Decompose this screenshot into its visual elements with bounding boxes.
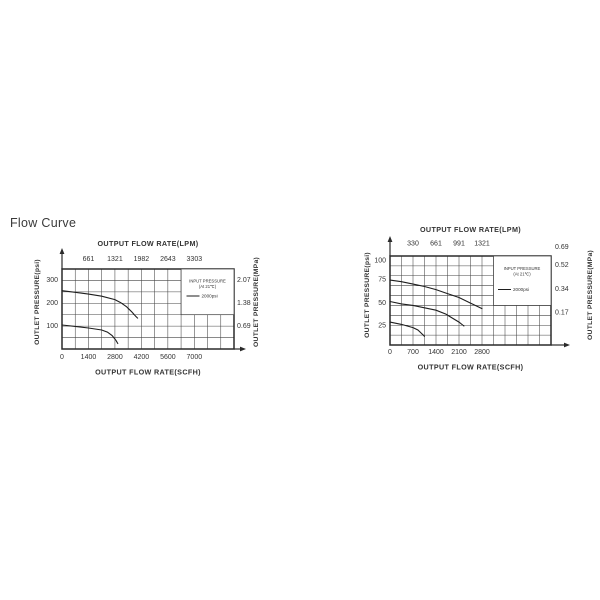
flow-curve-series: [61, 290, 139, 319]
x-axis-title: OUTPUT FLOW RATE(SCFH): [95, 368, 201, 377]
y-tick-label-psi: 300: [46, 277, 58, 284]
x-tick-label: 700: [407, 349, 419, 356]
low-pressure-flow-curve: OUTPUT FLOW RATE(LPM)330 661 991 1321 0 700 14…: [364, 225, 594, 372]
y-tick-label-psi: 75: [378, 276, 386, 283]
top-tick-label: 661: [430, 241, 442, 248]
y-axis-title-left: OUTLET PRESSURE(psi): [364, 252, 371, 338]
y-tick-label-psi: 25: [378, 322, 386, 329]
y-tick-label-psi: 200: [46, 300, 58, 307]
flow-curve-series: [389, 321, 426, 337]
y-tick-label-mpa: 0.34: [555, 286, 569, 293]
x-tick-label: 1400: [81, 354, 97, 361]
x-tick-label: 0: [388, 349, 392, 356]
top-tick-label: 1321: [474, 241, 490, 248]
legend-title: INPUT PRESSURE: [504, 266, 541, 271]
x-tick-label: 7000: [187, 354, 203, 361]
y-tick-label-psi: 50: [378, 300, 386, 307]
section-title: Flow Curve: [10, 216, 77, 230]
legend-box: [180, 268, 235, 316]
flow-curve-series: [389, 300, 465, 327]
y-tick-label-mpa: 0.69: [555, 244, 569, 251]
x-tick-label: 2800: [474, 349, 490, 356]
y-tick-label-mpa: 0.17: [555, 309, 569, 316]
x-tick-label: 2800: [107, 354, 123, 361]
y-tick-label-psi: 100: [374, 257, 386, 264]
top-tick-label: 991: [453, 241, 465, 248]
high-pressure-flow-curve: OUTPUT FLOW RATE(LPM) 661 1321 1982 2643 3303…: [34, 239, 260, 377]
legend-entry-label: 2000psi: [202, 294, 218, 299]
top-tick-label: 1982: [134, 256, 150, 263]
top-tick-label: 3303: [187, 256, 203, 263]
flow-curve-series: [61, 324, 119, 345]
top-tick-label: 2643: [160, 256, 176, 263]
top-axis-title: OUTPUT FLOW RATE(LPM): [420, 225, 521, 234]
x-tick-label: 5600: [160, 354, 176, 361]
x-axis-arrow-icon: [240, 346, 246, 352]
x-tick-label: 4200: [134, 354, 150, 361]
y-tick-label-mpa: 0.52: [555, 262, 569, 269]
legend-subtitle: (At 21℃): [513, 272, 531, 277]
top-tick-label: 661: [83, 256, 95, 263]
y-tick-label-mpa: 0.69: [237, 323, 251, 330]
x-axis-arrow-icon: [564, 342, 570, 348]
x-tick-label: 1400: [428, 349, 444, 356]
legend-box: [493, 255, 552, 306]
x-tick-label: 0: [60, 354, 64, 361]
y-axis-arrow-icon: [387, 236, 393, 242]
y-tick-label-psi: 100: [46, 323, 58, 330]
x-tick-label: 2100: [451, 349, 467, 356]
y-axis-title-right: OUTLET PRESSURE(MPa): [587, 250, 594, 340]
top-tick-label: 1321: [107, 256, 123, 263]
legend-title: INPUT PRESSURE: [189, 279, 226, 284]
top-axis-title: OUTPUT FLOW RATE(LPM): [97, 239, 198, 248]
legend-entry-label: 2000psi: [513, 287, 529, 292]
y-axis-arrow-icon: [59, 248, 65, 254]
top-tick-label: 330: [407, 241, 419, 248]
y-tick-label-mpa: 2.07: [237, 277, 251, 284]
y-axis-title-left: OUTLET PRESSURE(psi): [34, 259, 41, 345]
x-axis-title: OUTPUT FLOW RATE(SCFH): [418, 363, 524, 372]
legend-subtitle: (At 21℃): [199, 284, 217, 289]
flow-curve-series: [389, 279, 483, 310]
y-axis-title-right: OUTLET PRESSURE(MPa): [253, 257, 260, 347]
y-tick-label-mpa: 1.38: [237, 300, 251, 307]
